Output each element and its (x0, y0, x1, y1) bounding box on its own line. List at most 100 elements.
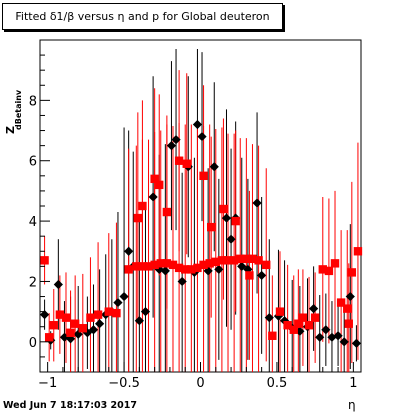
diamond-marker (209, 162, 219, 172)
square-marker (318, 265, 327, 274)
square-marker (132, 262, 141, 271)
diamond-marker (192, 119, 203, 130)
timestamp-footer: Wed Jun 7 18:17:03 2017 (3, 400, 137, 411)
diamond-marker (95, 319, 105, 329)
diamond-marker (321, 325, 331, 335)
diamond-marker (59, 332, 70, 342)
square-marker (150, 260, 159, 270)
square-marker (304, 321, 314, 330)
chart-title: Fitted δ1/β versus η and p for Global de… (2, 3, 283, 30)
square-marker (347, 268, 357, 277)
diamond-marker (65, 334, 76, 344)
diamond-marker (257, 270, 267, 281)
diamond-marker (171, 135, 181, 145)
square-marker (93, 310, 103, 319)
square-marker (231, 216, 240, 226)
square-marker (254, 256, 263, 265)
diamond-marker (119, 291, 129, 302)
square-marker (55, 310, 65, 319)
square-marker (330, 259, 340, 268)
data-points (39, 119, 363, 348)
square-marker (236, 254, 245, 264)
y-tick-label: 8 (29, 94, 37, 109)
diamond-marker (351, 338, 362, 348)
diamond-marker (345, 291, 355, 302)
diamond-marker (221, 213, 232, 223)
square-marker (223, 256, 233, 265)
square-marker (174, 156, 184, 165)
diamond-marker (315, 332, 325, 342)
diamond-marker (264, 313, 274, 323)
square-marker (162, 259, 172, 268)
diamond-marker (53, 279, 63, 290)
chart-title-text: Fitted δ1/β versus η and p for Global de… (15, 10, 270, 23)
square-marker (245, 271, 254, 280)
square-marker (289, 325, 298, 334)
square-marker (112, 308, 121, 318)
diamond-marker (252, 198, 262, 208)
square-marker (229, 256, 239, 265)
square-marker (124, 265, 133, 274)
x-tick-label: −0.5 (108, 376, 140, 391)
diamond-marker (327, 332, 337, 342)
diamond-marker (134, 316, 144, 326)
diamond-marker (243, 264, 253, 274)
diamond-marker (197, 131, 207, 142)
square-marker (70, 319, 80, 328)
square-marker (66, 328, 75, 337)
square-marker (193, 263, 202, 273)
square-marker (199, 260, 208, 270)
x-tick-label: 0 (196, 376, 204, 391)
square-marker (138, 201, 147, 211)
square-marker (344, 319, 353, 328)
y-tick-label: 0 (29, 336, 37, 351)
diamond-marker (309, 304, 319, 314)
square-marker (294, 319, 303, 328)
square-marker (217, 256, 227, 265)
square-marker (211, 257, 220, 267)
diamond-marker (226, 234, 236, 244)
square-marker (268, 331, 277, 340)
square-marker (104, 307, 113, 316)
square-marker (138, 262, 147, 271)
diamond-marker (214, 264, 224, 274)
square-marker (49, 321, 58, 330)
x-tick-label: 1 (349, 376, 357, 391)
diamond-marker (148, 192, 158, 202)
diamond-marker (124, 246, 134, 256)
diamond-marker (73, 329, 83, 339)
square-marker (336, 298, 346, 307)
square-marker (219, 204, 228, 214)
y-axis-title-sub: dBetainv (14, 89, 23, 130)
diamond-marker (339, 337, 349, 347)
square-marker (207, 222, 216, 232)
square-marker (343, 304, 352, 313)
square-marker (174, 263, 184, 273)
diamond-marker (177, 276, 187, 287)
square-marker (248, 254, 257, 264)
square-marker (150, 174, 159, 184)
square-marker (298, 313, 308, 322)
square-marker (187, 265, 196, 274)
x-tick-label: −1 (38, 376, 57, 391)
square-marker (182, 159, 191, 168)
diamond-marker (113, 297, 123, 308)
square-marker (168, 260, 178, 270)
diamond-marker (39, 310, 50, 320)
square-marker (162, 207, 172, 217)
square-marker (310, 313, 320, 322)
diamond-marker (160, 266, 170, 276)
diamond-marker (166, 141, 177, 151)
y-tick-label: 6 (29, 155, 37, 170)
square-marker (86, 313, 95, 322)
square-marker (40, 256, 49, 265)
square-marker (133, 213, 143, 223)
square-marker (61, 313, 71, 322)
square-marker (199, 171, 208, 181)
square-marker (283, 321, 292, 330)
diamond-marker (140, 307, 151, 317)
diamond-marker (88, 325, 99, 335)
y-axis-title: Z dBetainv (0, 66, 26, 136)
x-axis-title: η (348, 398, 356, 412)
